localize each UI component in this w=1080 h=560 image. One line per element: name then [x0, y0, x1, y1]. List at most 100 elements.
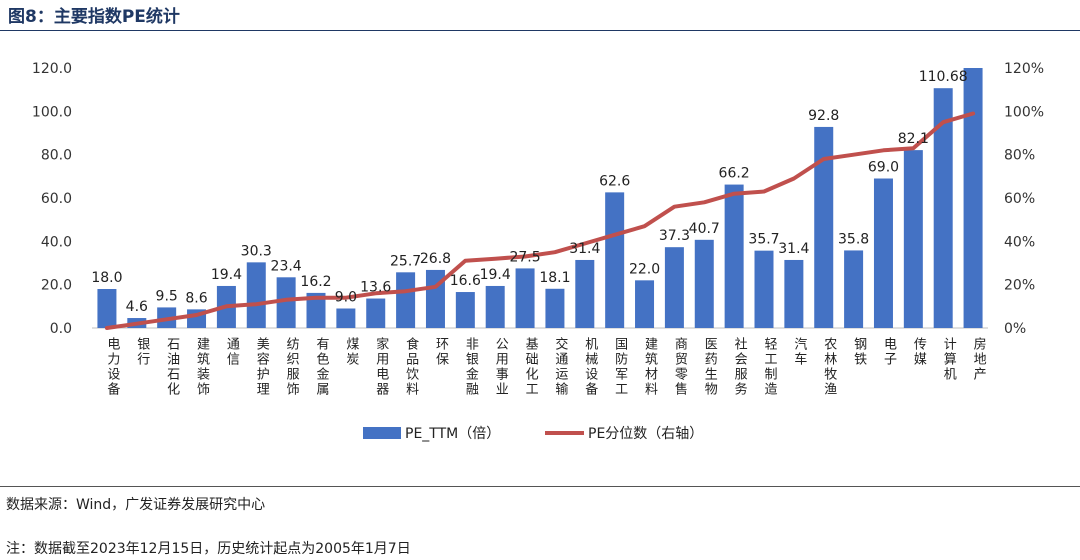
x-category-label: 煤炭	[343, 337, 359, 367]
bar	[336, 308, 356, 328]
x-category-label: 环保	[433, 337, 449, 367]
pe-percentile-line	[104, 111, 976, 330]
bar	[306, 292, 326, 328]
bar	[903, 150, 923, 328]
y2-tick-label: 40%	[1004, 234, 1035, 250]
x-category-label: 美容护理	[254, 337, 270, 397]
x-category-label: 纺织服饰	[284, 337, 300, 397]
bar	[844, 250, 864, 328]
x-category-label: 交通运输	[552, 336, 568, 397]
source-text: 数据来源：Wind，广发证券发展研究中心	[6, 497, 266, 513]
bar-value-label: 110.68	[919, 69, 968, 85]
bar-value-label: 19.4	[480, 267, 511, 283]
bar	[515, 268, 535, 328]
bar-value-label: 22.0	[629, 261, 660, 277]
x-category-label: 农林牧渔	[821, 337, 837, 397]
x-category-label: 传媒	[911, 337, 927, 367]
bar-value-label: 26.8	[420, 251, 451, 267]
bar	[455, 292, 475, 328]
bar	[933, 88, 953, 328]
y-tick-label: 80.0	[41, 148, 72, 164]
bar-value-label: 8.6	[185, 290, 207, 306]
x-category-label: 建筑材料	[642, 337, 658, 397]
x-category-label: 基础化工	[523, 337, 539, 397]
y2-tick-label: 80%	[1004, 148, 1035, 164]
pe-chart: 0.0 20.0 40.0 60.0 80.0 100.0 120.0 0% 20% 40% 60%…	[32, 61, 1044, 442]
bar-value-label: 37.3	[659, 228, 690, 244]
bar-value-label: 92.8	[808, 108, 839, 124]
bar	[963, 68, 983, 328]
bar	[396, 272, 416, 328]
bar	[366, 298, 386, 328]
bar	[246, 262, 266, 328]
bar-value-label: 69.0	[868, 160, 899, 176]
bar-value-label: 9.0	[335, 290, 357, 306]
source-divider	[0, 486, 1080, 487]
bar-value-label: 16.6	[450, 273, 481, 289]
x-category-label: 电子	[881, 337, 897, 367]
bar	[873, 178, 893, 328]
x-category-label: 机械设备	[582, 337, 598, 397]
x-category-label: 计算机	[941, 337, 957, 382]
bar-value-label: 13.6	[360, 280, 391, 296]
bar-value-label: 4.6	[126, 299, 148, 315]
note-text: 注：数据截至2023年12月15日，历史统计起点为2005年1月7日	[6, 541, 411, 557]
bar	[724, 184, 744, 328]
x-category-label: 银行	[134, 337, 150, 367]
bar	[635, 280, 655, 328]
y-tick-label: 100.0	[32, 104, 72, 120]
bar	[814, 126, 834, 328]
bar	[485, 285, 505, 328]
x-category-label: 建筑装饰	[194, 337, 210, 397]
bar	[784, 259, 804, 328]
x-category-label: 房地产	[971, 336, 987, 382]
x-category-label: 商贸零售	[672, 337, 688, 397]
bar	[754, 250, 774, 328]
x-category-label: 通信	[224, 337, 240, 367]
bar	[276, 277, 296, 328]
x-category-label: 食品饮料	[403, 336, 419, 397]
bar	[664, 247, 684, 328]
y2-tick-label: 20%	[1004, 278, 1035, 294]
y2-tick-label: 100%	[1004, 104, 1044, 120]
title-divider	[0, 30, 1080, 31]
x-category-label: 石油石化	[164, 337, 180, 397]
x-category-label: 家用电器	[373, 336, 389, 397]
bar-value-label: 82.1	[898, 131, 929, 147]
bar	[605, 192, 625, 328]
y-tick-label: 60.0	[41, 191, 72, 207]
bar-value-label: 16.2	[300, 274, 331, 290]
x-category-label: 电力设备	[104, 337, 120, 397]
y-tick-label: 40.0	[41, 234, 72, 250]
y2-tick-label: 120%	[1004, 61, 1044, 77]
y-tick-label: 20.0	[41, 278, 72, 294]
bar-value-label: 23.4	[271, 258, 302, 274]
bar	[97, 289, 117, 328]
bar-value-label: 18.0	[91, 270, 122, 286]
x-category-label: 轻工制造	[762, 337, 778, 397]
x-category-label: 国防军工	[612, 337, 628, 397]
figure-title: 图8：主要指数PE统计	[8, 7, 180, 27]
bar-value-label: 19.4	[211, 267, 242, 283]
x-category-label: 社会服务	[732, 336, 748, 397]
bar-value-label: 30.3	[241, 243, 272, 259]
bar-value-label: 9.5	[156, 288, 178, 304]
bar-value-label: 18.1	[539, 270, 570, 286]
bar-value-label: 31.4	[778, 241, 809, 257]
x-category-label: 钢铁	[851, 337, 867, 367]
x-category-label: 汽车	[791, 337, 807, 367]
x-category-label: 公用事业	[493, 337, 509, 397]
bar-value-label: 40.7	[689, 221, 720, 237]
bar-value-label: 62.6	[599, 173, 630, 189]
bar-value-label: 25.7	[390, 253, 421, 269]
bar-value-label: 35.8	[838, 231, 869, 247]
y2-tick-label: 60%	[1004, 191, 1035, 207]
bar-value-label: 27.5	[509, 249, 540, 265]
bar-value-label: 35.7	[748, 232, 779, 248]
y2-tick-label: 0%	[1004, 321, 1026, 337]
x-category-label: 医药生物	[702, 337, 718, 397]
bar	[694, 239, 714, 328]
x-category-label: 非银金融	[463, 337, 479, 397]
bar-value-label: 66.2	[719, 166, 750, 182]
y-tick-label: 0.0	[50, 321, 72, 337]
